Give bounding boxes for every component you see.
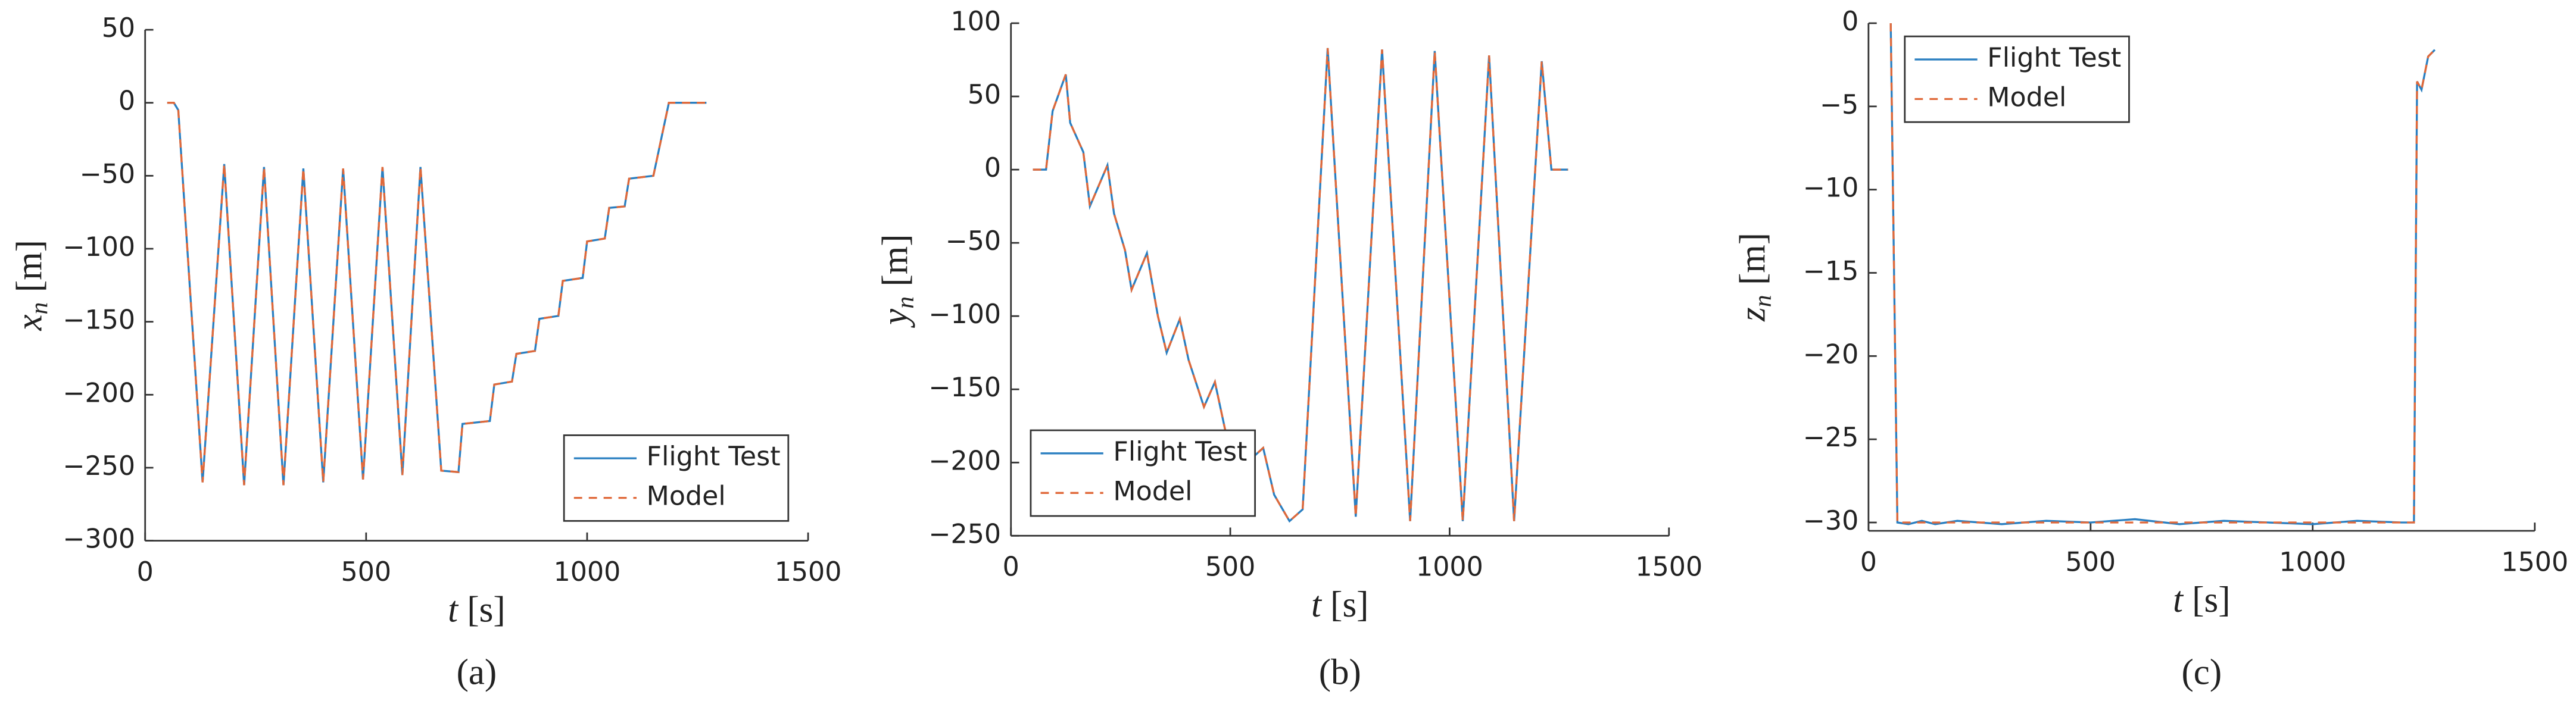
- y-tick-label: −50: [946, 226, 1001, 256]
- y-label-unit: [m]: [1733, 233, 1773, 285]
- x-tick-label: 0: [1860, 547, 1877, 577]
- y-tick-label: −20: [1803, 339, 1858, 370]
- y-tick-label: 50: [968, 80, 1001, 110]
- y-label-unit: [m]: [875, 234, 915, 286]
- legend-label: Model: [1987, 82, 2066, 112]
- y-tick-label: 0: [984, 153, 1001, 183]
- x-label-unit: [s]: [2192, 580, 2230, 620]
- x-label-symbol: t: [1311, 585, 1323, 625]
- x-tick-label: 500: [1205, 552, 1256, 583]
- legend-label: Model: [647, 481, 726, 512]
- x-tick-label: 0: [1003, 552, 1019, 583]
- series-line: [1033, 48, 1568, 523]
- y-tick-label: −100: [928, 299, 1001, 330]
- y-label-symbol: x: [10, 314, 49, 331]
- y-tick-label: −150: [928, 373, 1001, 403]
- y-tick-label: −250: [928, 519, 1001, 549]
- y-tick-label: −30: [1803, 506, 1858, 536]
- x-axis-label: t [s]: [448, 590, 505, 630]
- x-label-unit: [s]: [467, 590, 505, 630]
- subplot: −30 −25 −20 −15 −10 −5 0 0 500 1000 1500 t [s] zn [m]…: [1733, 7, 2569, 693]
- x-label-symbol: t: [448, 590, 459, 630]
- x-label-symbol: t: [2173, 580, 2184, 620]
- y-tick-label: 100: [951, 7, 1002, 37]
- y-tick-label: −15: [1803, 256, 1858, 286]
- legend-label: Flight Test: [647, 442, 781, 472]
- y-tick-label: −150: [63, 305, 135, 336]
- x-label-unit: [s]: [1330, 585, 1368, 625]
- x-tick-label: 1500: [2501, 547, 2568, 577]
- y-tick-label: −50: [80, 159, 135, 189]
- panel-label: (a): [457, 653, 497, 693]
- legend-box: [563, 434, 790, 522]
- y-label-subscript: n: [1748, 295, 1776, 308]
- x-tick-label: 1000: [554, 557, 621, 587]
- y-tick-label: −10: [1803, 173, 1858, 204]
- y-tick-label: 0: [1842, 7, 1858, 37]
- legend: Flight Test Model: [563, 434, 790, 522]
- y-axis-label: xn [m]: [10, 240, 52, 331]
- y-tick-label: −5: [1820, 90, 1858, 120]
- legend-label: Model: [1113, 476, 1192, 506]
- series-line: [167, 102, 707, 486]
- y-label-subscript: n: [891, 296, 918, 309]
- series-line: [1889, 23, 2436, 524]
- legend-box: [1904, 35, 2130, 123]
- y-label-symbol: z: [1733, 307, 1773, 322]
- legend-box: [1030, 429, 1256, 517]
- legend-label: Flight Test: [1113, 437, 1247, 467]
- y-tick-label: −100: [63, 232, 135, 262]
- y-tick-label: −200: [63, 378, 135, 408]
- y-label-symbol: y: [875, 308, 915, 328]
- legend: Flight Test Model: [1030, 429, 1256, 517]
- y-label-unit: [m]: [10, 240, 49, 292]
- x-tick-label: 500: [341, 557, 392, 587]
- x-axis-label: t [s]: [1311, 585, 1368, 625]
- x-tick-label: 0: [137, 557, 154, 587]
- legend: Flight Test Model: [1904, 35, 2130, 123]
- panel-label: (b): [1319, 653, 1361, 693]
- legend-label: Flight Test: [1987, 43, 2121, 73]
- y-tick-label: 0: [118, 86, 135, 117]
- y-tick-label: −200: [928, 446, 1001, 476]
- y-tick-label: −250: [63, 451, 135, 481]
- y-axis-label: zn [m]: [1733, 233, 1776, 322]
- x-axis-label: t [s]: [2173, 580, 2230, 620]
- y-label-subscript: n: [25, 302, 52, 315]
- x-tick-label: 1500: [775, 557, 842, 587]
- y-tick-label: −300: [63, 524, 135, 555]
- panel-label: (c): [2182, 653, 2222, 693]
- y-tick-label: 50: [102, 13, 135, 43]
- y-tick-label: −25: [1803, 423, 1858, 453]
- x-tick-label: 500: [2066, 547, 2116, 577]
- y-axis-label: yn [m]: [875, 234, 918, 328]
- x-tick-label: 1000: [1416, 552, 1483, 583]
- x-tick-label: 1000: [2279, 547, 2346, 577]
- x-tick-label: 1500: [1635, 552, 1702, 583]
